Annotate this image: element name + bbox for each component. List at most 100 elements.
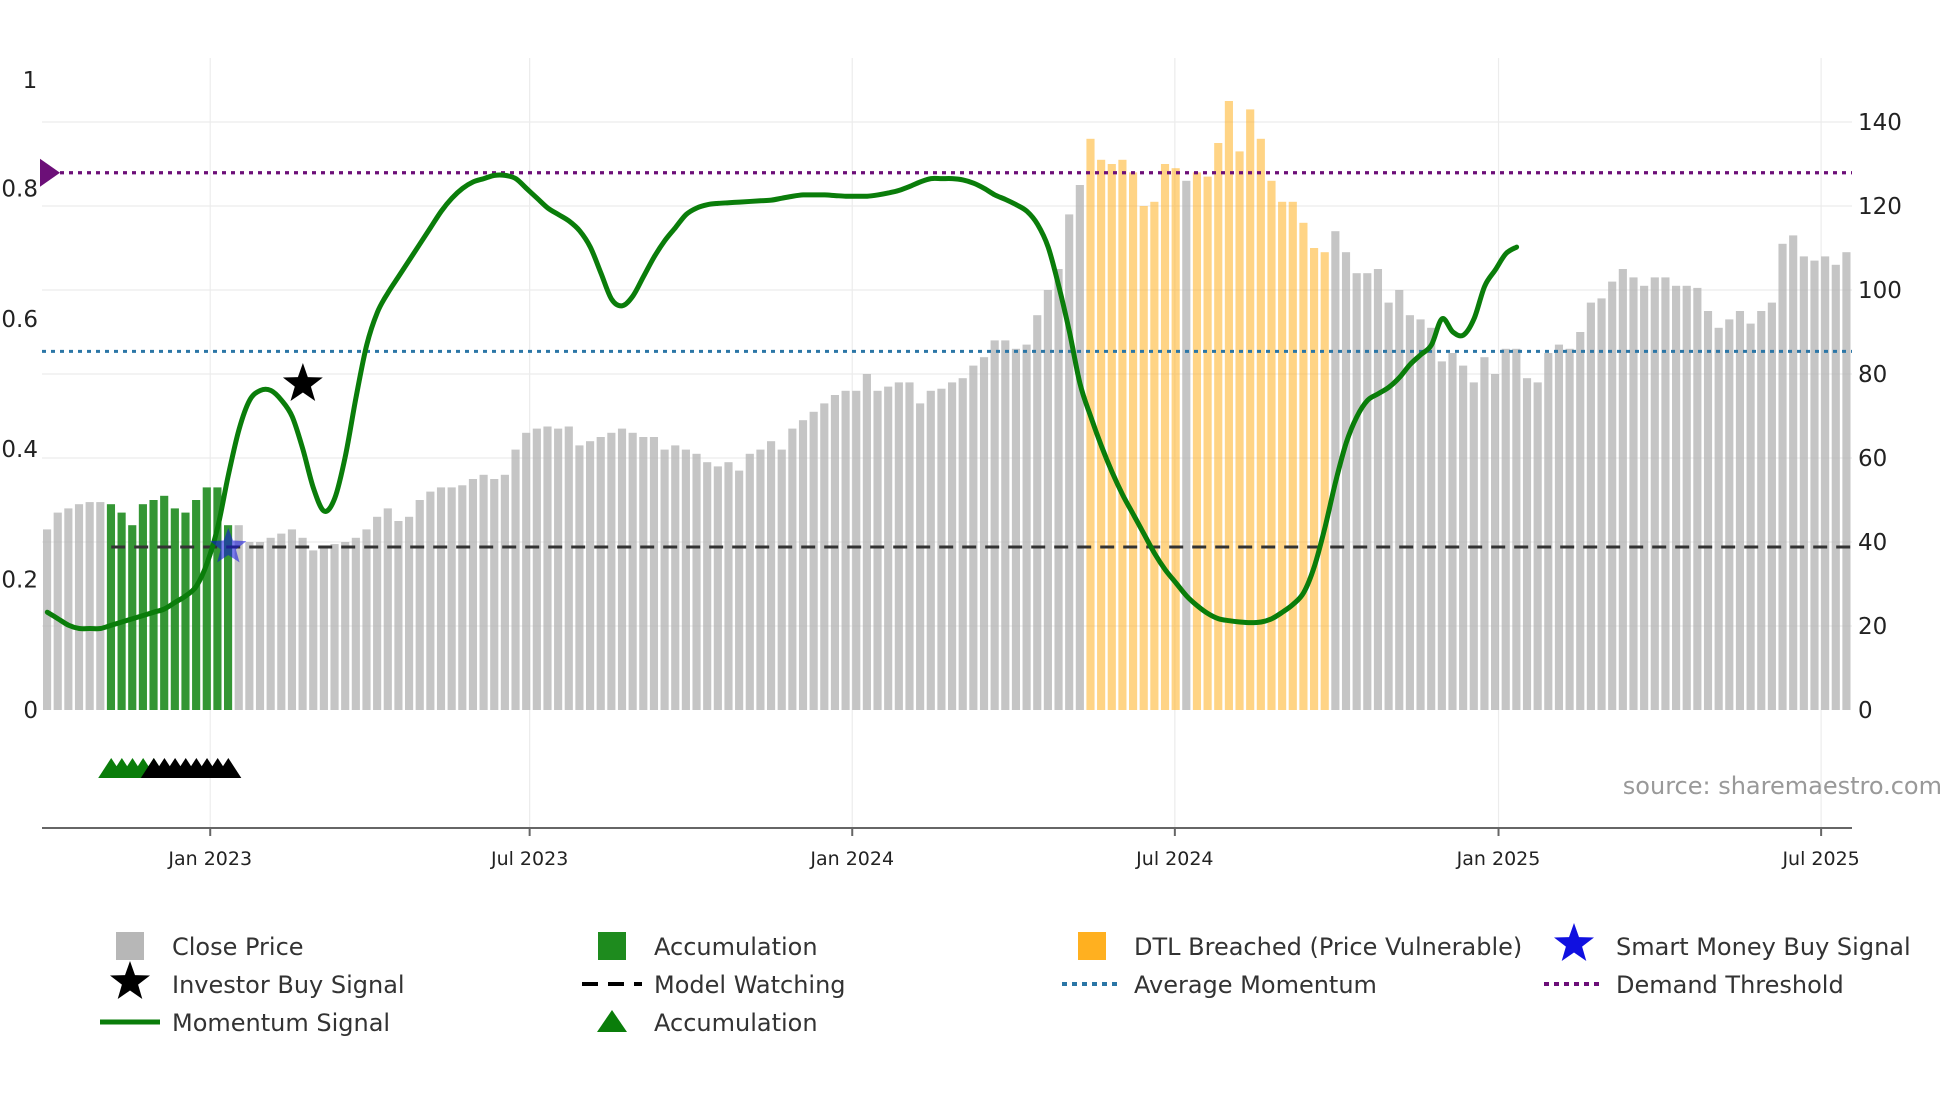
price-bar (788, 428, 797, 710)
price-bar (436, 487, 446, 710)
price-bar (192, 500, 201, 710)
price-bar (1416, 319, 1425, 710)
price-bar (383, 508, 392, 710)
price-bar (1629, 277, 1638, 710)
price-bar (1693, 287, 1702, 710)
price-bar (884, 386, 893, 710)
price-bar (724, 462, 733, 710)
x-tick-label: Jul 2024 (1135, 848, 1213, 870)
price-bar (351, 537, 360, 710)
price-bar (202, 487, 211, 710)
price-bar (681, 449, 690, 710)
price-bar (1735, 311, 1745, 710)
price-bar (341, 542, 350, 710)
left-tick-label: 0.4 (1, 437, 38, 463)
price-bar (1789, 235, 1798, 710)
momentum-lines (44, 172, 1520, 632)
price-bar (181, 512, 190, 710)
price-bar (511, 449, 520, 710)
right-tick-label: 140 (1858, 110, 1902, 136)
price-bar (1554, 344, 1564, 710)
price-bar (926, 390, 935, 710)
legend-label: Investor Buy Signal (172, 971, 405, 999)
price-bar (522, 432, 531, 710)
price-bar (245, 542, 254, 710)
price-bar (564, 426, 573, 710)
price-bar (1501, 348, 1510, 710)
price-bar (1565, 348, 1574, 710)
x-tick-label: Jan 2023 (167, 848, 252, 870)
price-bar (1810, 260, 1819, 710)
price-bar (1107, 164, 1116, 710)
right-tick-label: 120 (1858, 194, 1902, 220)
price-bar (1842, 252, 1851, 710)
price-bar (1288, 201, 1297, 711)
price-bar (85, 502, 94, 710)
price-bar (617, 428, 627, 710)
price-bar (969, 365, 978, 710)
price-bar (1182, 180, 1191, 711)
axes (42, 827, 1852, 836)
legend-smart-money-star (1554, 923, 1594, 961)
price-bar (820, 403, 829, 710)
price-bar (479, 474, 488, 710)
price-bar (1363, 273, 1372, 710)
price-bar (330, 544, 339, 710)
price-bar (1714, 327, 1723, 710)
price-bar (703, 462, 712, 710)
price-bar (1821, 256, 1830, 710)
price-bar (1278, 201, 1287, 711)
price-bar (74, 504, 84, 710)
price-bar (1448, 353, 1457, 710)
legend-label: Model Watching (654, 971, 846, 999)
price-bar (1608, 281, 1617, 710)
price-bar (1682, 285, 1691, 710)
legend-investor-star (110, 961, 150, 999)
price-bar (1075, 185, 1084, 710)
price-bar (1650, 277, 1659, 710)
x-tick-label: Jul 2023 (490, 848, 568, 870)
price-bar (554, 428, 563, 710)
price-bar (575, 445, 584, 710)
price-bar (756, 449, 765, 710)
price-bar (1512, 348, 1521, 710)
price-bar (405, 516, 414, 710)
price-bar (937, 388, 946, 710)
price-bar (1118, 159, 1127, 711)
price-bar (1661, 277, 1670, 710)
legend-swatch-dtl-breached (1078, 932, 1106, 960)
x-tick-label: Jan 2024 (809, 848, 894, 870)
price-bar (1618, 269, 1627, 710)
price-bar (490, 479, 499, 710)
legend-accumulation-triangle (597, 1010, 627, 1032)
price-bar (692, 453, 701, 710)
price-bar (1640, 285, 1649, 710)
price-bar (586, 441, 595, 710)
price-bar (234, 525, 243, 710)
price-bar (1586, 302, 1595, 710)
right-tick-label: 0 (1858, 698, 1873, 724)
price-bar (458, 485, 467, 710)
left-tick-label: 0.6 (1, 307, 38, 333)
price-bar (852, 390, 861, 710)
price-bar (916, 403, 925, 710)
price-bar (1672, 285, 1681, 710)
price-bar (106, 504, 116, 710)
price-bar (64, 508, 73, 710)
price-bars (43, 101, 1851, 711)
price-bar (1171, 168, 1180, 710)
signal-markers (98, 363, 323, 778)
legend-label: Accumulation (654, 1009, 818, 1037)
legend-swatch-close-price (116, 932, 144, 960)
left-tick-label: 0 (23, 698, 38, 724)
price-bar (415, 500, 424, 710)
legend-label: Demand Threshold (1616, 971, 1844, 999)
price-bar (607, 432, 616, 710)
smart-money-buy-signal-star (210, 528, 247, 563)
price-bar (1405, 315, 1414, 710)
price-bar (138, 504, 147, 710)
price-bar (277, 533, 286, 710)
price-bar (1054, 269, 1063, 710)
reference-lines (40, 158, 1852, 549)
right-tick-label: 80 (1858, 362, 1887, 388)
